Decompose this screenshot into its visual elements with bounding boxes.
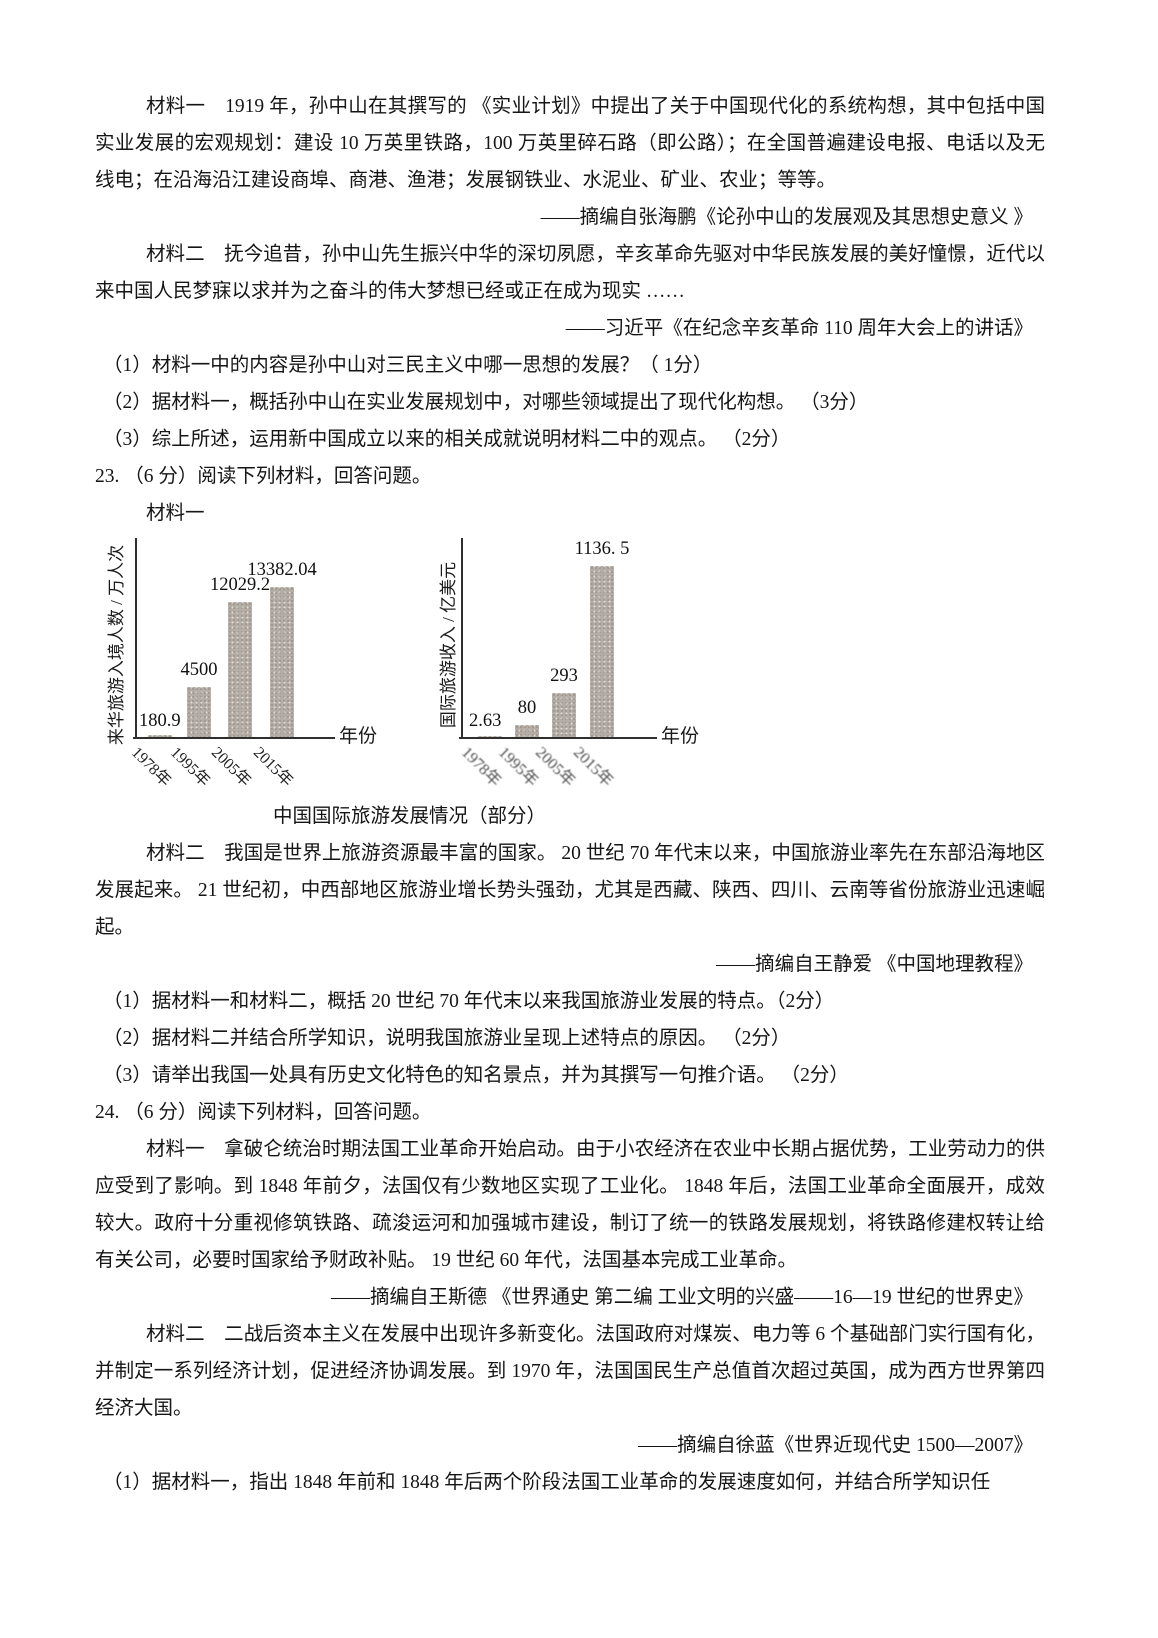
q22-material1-source: ——摘编自张海鹏《论孙中山的发展观及其思想史意义 》: [540, 207, 1033, 228]
q22-material2-text: 材料二 抚今追昔，孙中山先生振兴中华的深切夙愿，辛亥革命先驱对中华民族发展的美好…: [95, 244, 1045, 302]
q22-question-3: （3）综上所述，运用新中国成立以来的相关成就说明材料二中的观点。 （2分）: [103, 429, 791, 450]
q24-question-1: （1）据材料一，指出 1848 年前和 1848 年后两个阶段法国工业革命的发展…: [103, 1472, 991, 1493]
bar: [515, 725, 539, 737]
bar: [270, 587, 294, 737]
bar-value-label: 12029.2: [209, 575, 271, 595]
q23-material1-label: 材料一: [146, 503, 205, 524]
bar-value-label: 293: [550, 666, 578, 686]
q24-material1-source: ——摘编自王斯德 《世界通史 第二编 工业文明的兴盛——16—19 世纪的世界史…: [330, 1287, 1033, 1308]
q23-question-1: （1）据材料一和材料二，概括 20 世纪 70 年代末以来我国旅游业发展的特点。…: [103, 991, 835, 1012]
q24-material2-text: 材料二 二战后资本主义在发展中出现许多新变化。法国政府对煤炭、电力等 6 个基础…: [95, 1324, 1045, 1419]
bar: [148, 735, 172, 737]
bar: [590, 566, 614, 737]
bar-value-label: 80: [517, 698, 537, 718]
chart-tourism-revenue: 国际旅游收入 / 亿美元年份 2.63 1978年 80 1995年 293 2005年 11…: [95, 532, 1045, 798]
q23-material2-text: 材料二 我国是世界上旅游资源最丰富的国家。 20 世纪 70 年代末以来，中国旅…: [95, 843, 1045, 938]
q23-header: 23. （6 分）阅读下列材料，回答问题。: [95, 466, 432, 487]
bar-value-label: 13382.04: [247, 560, 317, 580]
chart-inbound-tourists: 来华旅游入境人数 / 万人次 年份 180.9 1978年 4500 1995年 12029…: [95, 532, 1045, 798]
bar: [187, 687, 211, 737]
exam-body: 材料一 1919 年，孙中山在其撰写的 《实业计划》中提出了关于中国现代化的系统…: [95, 88, 1045, 1501]
bar: [478, 736, 502, 737]
bar: [228, 602, 252, 737]
y-axis: [461, 538, 463, 739]
q22-question-1: （1）材料一中的内容是孙中山对三民主义中哪一思想的发展？（ 1分）: [103, 355, 713, 376]
bar-value-label: 180.9: [139, 711, 181, 731]
x-tick-label: 1978年: [457, 744, 504, 790]
q22-material2-source: ——习近平《在纪念辛亥革命 110 周年大会上的讲话》: [565, 318, 1033, 339]
q24-header: 24. （6 分）阅读下列材料，回答问题。: [95, 1102, 432, 1123]
q22-material1-text: 材料一 1919 年，孙中山在其撰写的 《实业计划》中提出了关于中国现代化的系统…: [95, 96, 1045, 191]
q24-material2-source: ——摘编自徐蓝《世界近现代史 1500—2007》: [638, 1435, 1033, 1456]
bar-value-label: 4500: [180, 660, 218, 680]
tourism-charts-figure: 来华旅游入境人数 / 万人次 年份 180.9 1978年 4500 1995年 12029…: [95, 532, 1045, 798]
bar: [552, 693, 576, 737]
x-axis: [133, 737, 335, 739]
bar-value-label: 1136. 5: [574, 539, 630, 559]
x-tick-label: 1995年: [494, 744, 541, 790]
bar-value-label: 2.63: [469, 711, 502, 731]
x-tick-label: 2015年: [569, 744, 616, 790]
q24-material1-text: 材料一 拿破仑统治时期法国工业革命开始启动。由于小农经济在农业中长期占据优势，工…: [95, 1139, 1045, 1271]
y-axis: [135, 538, 137, 739]
x-axis-label: 年份: [661, 726, 700, 747]
q23-material2-source: ——摘编自王静爱 《中国地理教程》: [716, 954, 1033, 975]
y-axis-label: 国际旅游收入 / 亿美元: [439, 561, 458, 729]
q22-question-2: （2）据材料一，概括孙中山在实业发展规划中，对哪些领域提出了现代化构想。 （3分…: [103, 392, 869, 413]
q23-question-3: （3）请举出我国一处具有历史文化特色的知名景点，并为其撰写一句推介语。 （2分）: [103, 1065, 849, 1086]
chart-caption: 中国国际旅游发展情况（部分）: [273, 806, 547, 827]
x-tick-label: 2005年: [531, 744, 578, 790]
q23-question-2: （2）据材料二并结合所学知识，说明我国旅游业呈现上述特点的原因。 （2分）: [103, 1028, 791, 1049]
x-axis-label: 年份: [339, 726, 378, 747]
x-axis: [459, 737, 657, 739]
